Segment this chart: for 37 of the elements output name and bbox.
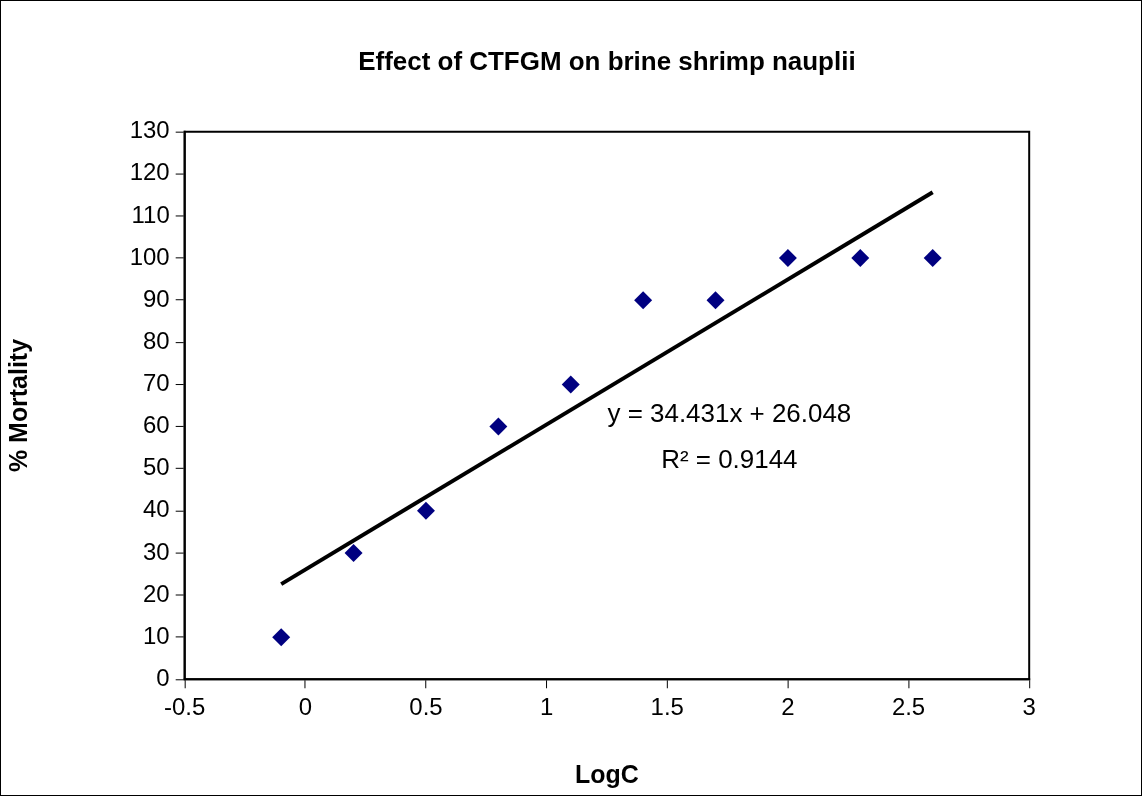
- y-tick-label: 90: [143, 284, 170, 312]
- y-tick-label: 120: [129, 158, 170, 186]
- x-tick-label: 1: [539, 693, 554, 721]
- point: [344, 543, 363, 562]
- y-tick-label: 40: [143, 495, 170, 523]
- point: [489, 417, 508, 436]
- y-tick-label: 110: [131, 200, 170, 228]
- y-tick-label: 0: [156, 663, 170, 691]
- x-tick-label: 2.5: [891, 693, 926, 721]
- point: [416, 501, 435, 520]
- y-tick-label: 20: [143, 579, 170, 607]
- y-tick-label: 130: [129, 116, 170, 144]
- point: [272, 628, 291, 647]
- point: [851, 249, 870, 268]
- chart-title: Effect of CTFGM on brine shrimp nauplii: [358, 47, 856, 75]
- annotation: R² = 0.9144: [661, 445, 798, 473]
- y-tick-label: 100: [129, 242, 170, 270]
- point: [706, 291, 725, 310]
- point: [561, 375, 580, 394]
- x-tick-label: 0.5: [409, 693, 443, 721]
- point: [923, 249, 942, 268]
- x-tick-label: 3: [1022, 693, 1036, 721]
- y-tick-label: 10: [143, 621, 170, 649]
- y-tick-label: 30: [143, 537, 170, 565]
- y-tick-label: 50: [143, 453, 170, 481]
- x-tick-label: 2: [781, 693, 795, 721]
- y-axis-title: % Mortality: [3, 338, 32, 472]
- y-tick-label: 80: [143, 326, 170, 354]
- x-tick-label: 1.5: [650, 693, 684, 721]
- x-tick-label: -0.5: [164, 693, 206, 721]
- y-tick-label: 70: [143, 369, 170, 397]
- annotation: y = 34.431x + 26.048: [607, 399, 852, 428]
- x-axis-title: LogC: [575, 759, 639, 788]
- point: [634, 291, 653, 310]
- x-tick-label: 0: [298, 693, 312, 721]
- y-tick-label: 60: [143, 411, 170, 439]
- point: [778, 249, 797, 268]
